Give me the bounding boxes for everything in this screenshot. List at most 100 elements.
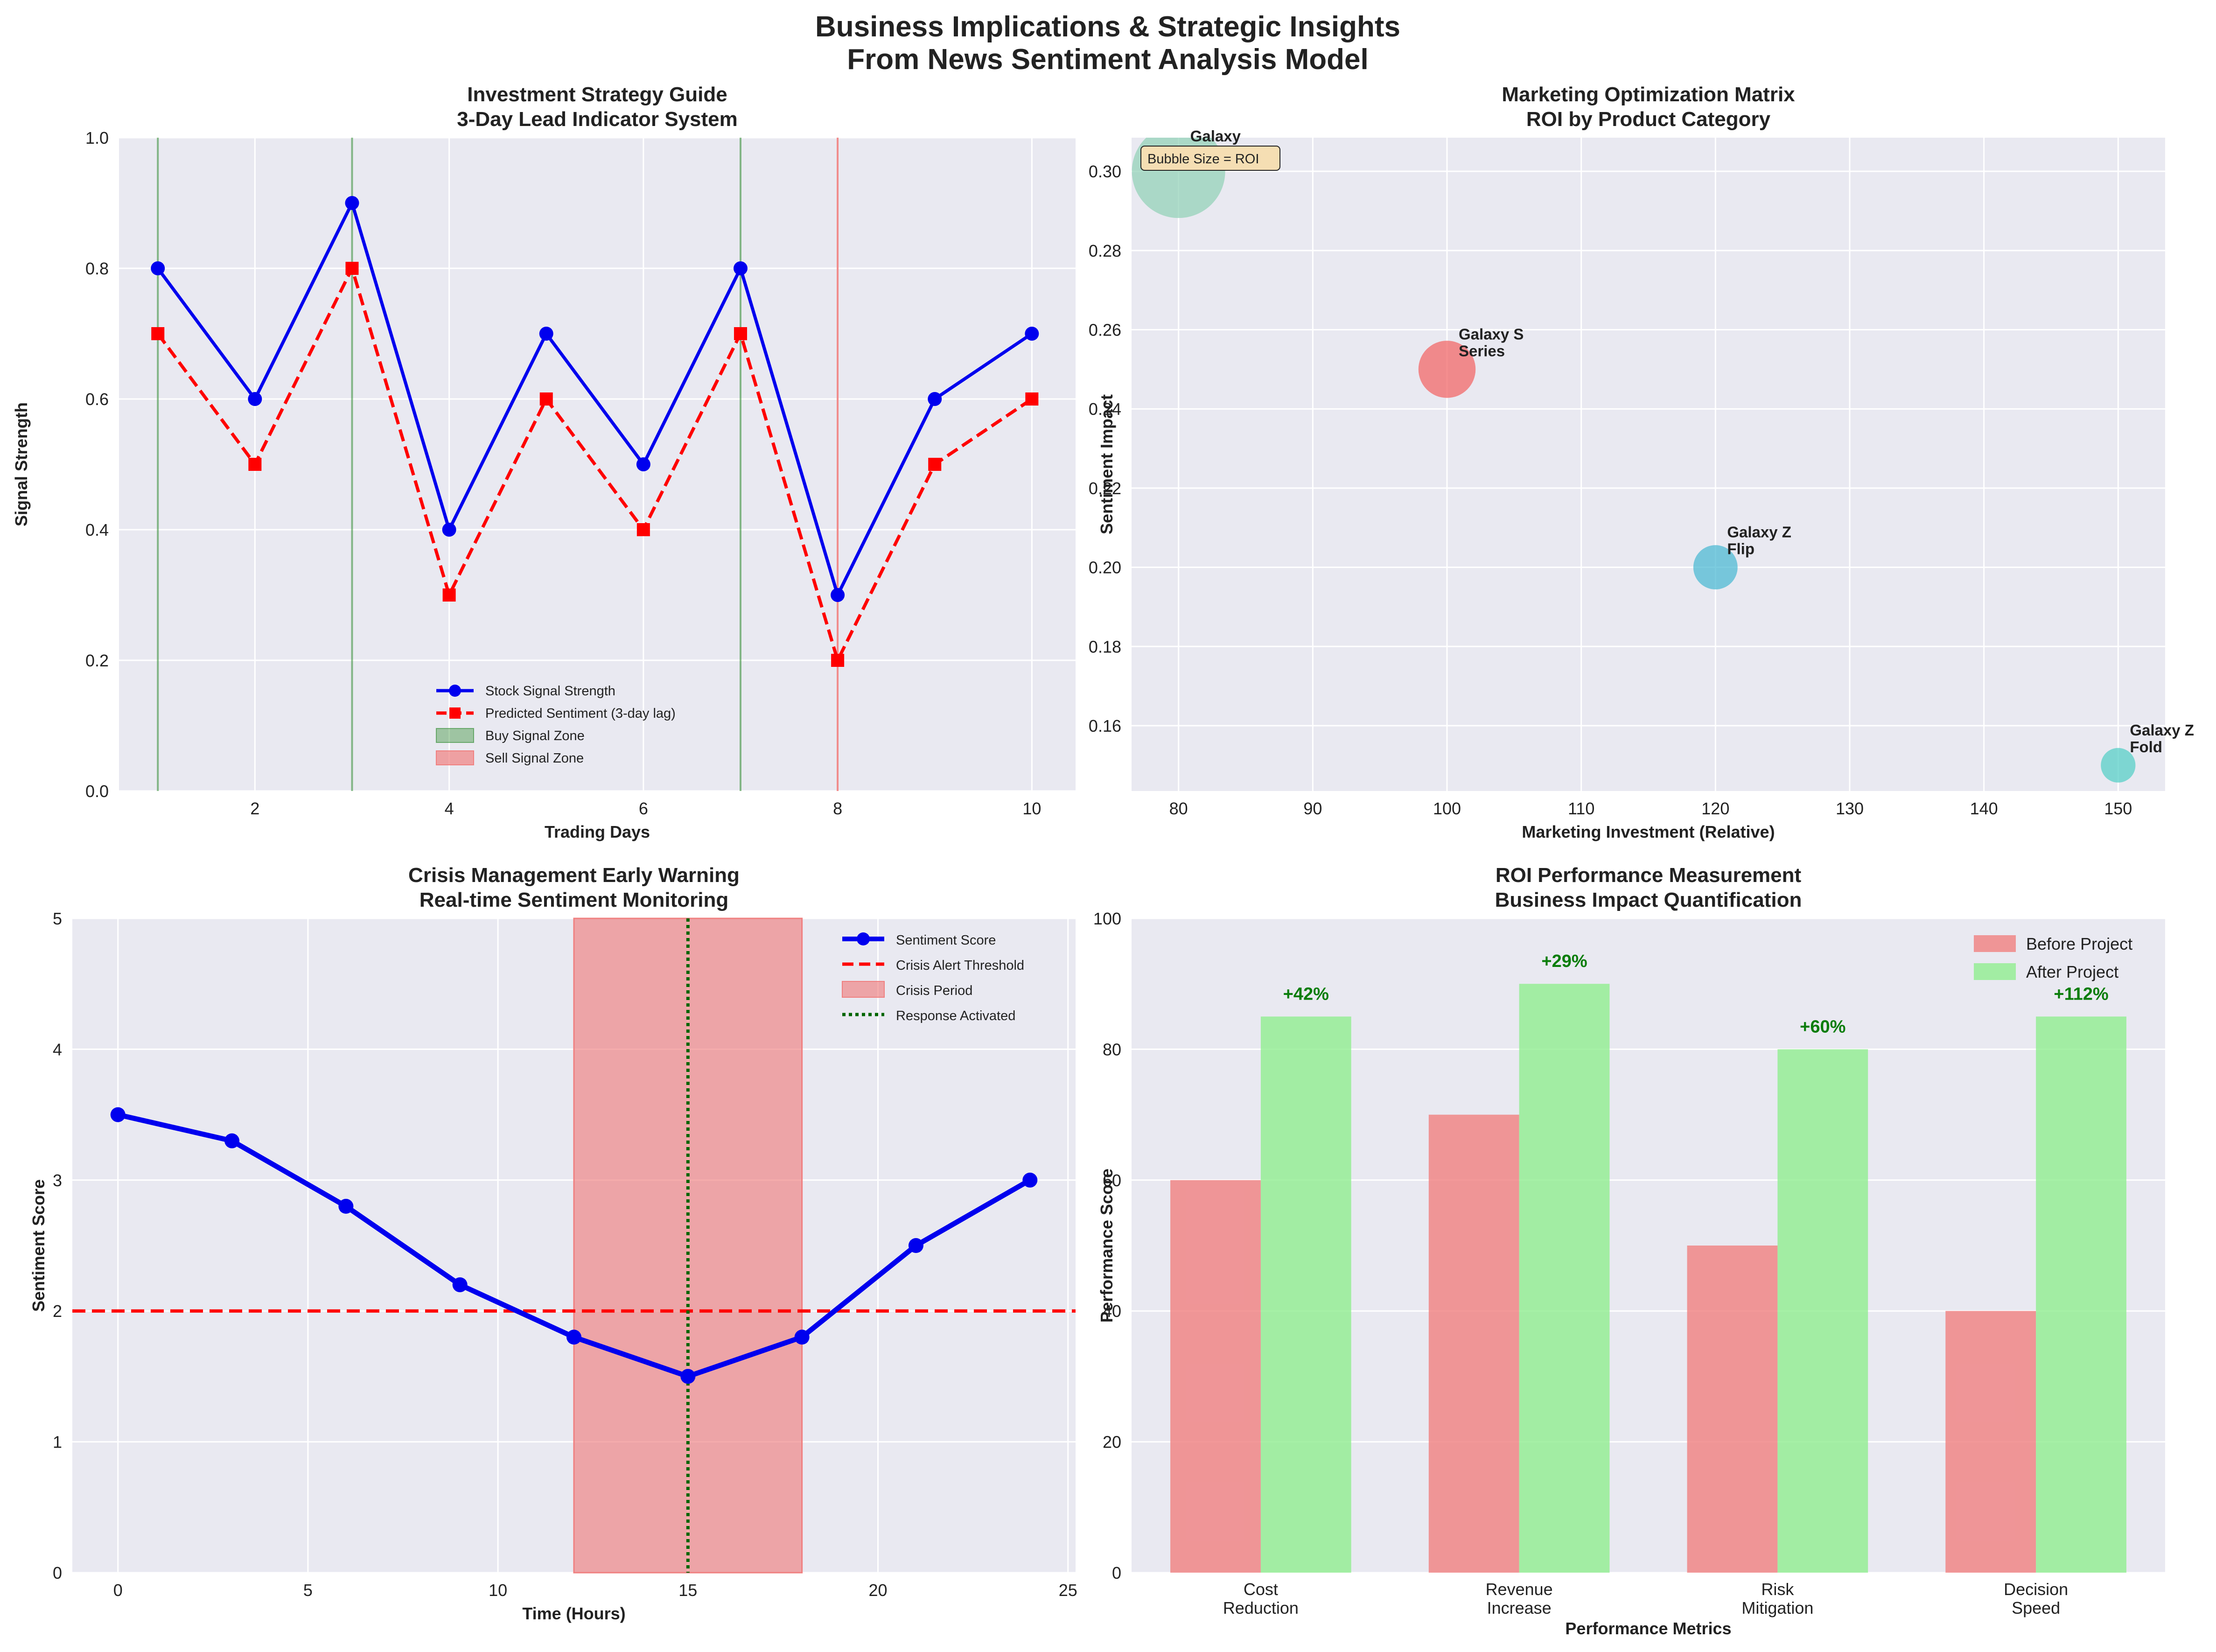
legend-after-swatch xyxy=(1974,963,2016,980)
roi-title-line-2: Business Impact Quantification xyxy=(1495,889,1802,911)
legend-response-label: Response Activated xyxy=(896,1008,1015,1023)
sentiment-score-point xyxy=(338,1198,354,1214)
bubble-label: Series xyxy=(1459,342,1505,359)
marketing-title-line-2: ROI by Product Category xyxy=(1526,108,1771,131)
crisis-title-line-1: Crisis Management Early Warning xyxy=(408,864,740,887)
investment-y-tick-label: 1.0 xyxy=(85,128,109,147)
bubble-label: Flip xyxy=(1727,540,1755,558)
investment-x-axis-label: Trading Days xyxy=(545,822,650,841)
marketing-x-axis-label: Marketing Investment (Relative) xyxy=(1522,822,1775,841)
legend-before-label: Before Project xyxy=(2026,934,2132,953)
stock-signal-point xyxy=(248,392,262,406)
crisis-y-tick-label: 0 xyxy=(53,1563,62,1582)
roi-x-axis-label: Performance Metrics xyxy=(1565,1619,1731,1638)
marketing-y-axis-label: Sentiment Impact xyxy=(1097,394,1116,534)
sentiment-score-point xyxy=(566,1330,581,1345)
predicted-sentiment-point xyxy=(1025,392,1039,406)
before-bar xyxy=(1428,1114,1519,1573)
legend-sell-zone-swatch xyxy=(436,750,474,765)
investment-plot-area xyxy=(119,138,1076,791)
marketing-x-tick-label: 120 xyxy=(1701,799,1729,818)
category-label: Risk xyxy=(1761,1580,1794,1599)
investment-x-tick-label: 4 xyxy=(445,799,454,818)
legend-predicted-label: Predicted Sentiment (3-day lag) xyxy=(485,706,676,721)
crisis-y-tick-label: 3 xyxy=(53,1171,62,1190)
crisis-y-axis-label: Sentiment Score xyxy=(29,1179,48,1312)
investment-y-tick-label: 0.6 xyxy=(85,390,109,409)
bubble-label: Galaxy Z xyxy=(1727,524,1791,541)
stock-signal-point xyxy=(1025,327,1039,341)
crisis-x-axis-label: Time (Hours) xyxy=(522,1604,625,1623)
bubble-label: Galaxy S xyxy=(1459,325,1524,343)
sentiment-score-point xyxy=(110,1107,126,1122)
roi-y-tick-label: 20 xyxy=(1103,1433,1121,1452)
stock-signal-point xyxy=(831,588,845,602)
predicted-sentiment-point xyxy=(636,523,650,536)
crisis-y-tick-label: 4 xyxy=(53,1040,62,1059)
investment-title-line-2: 3-Day Lead Indicator System xyxy=(457,108,738,131)
roi-y-axis-label: Performance Score xyxy=(1097,1169,1116,1323)
marketing-x-tick-label: 110 xyxy=(1568,799,1594,818)
roi-y-tick-label: 0 xyxy=(1112,1563,1121,1582)
stock-signal-point xyxy=(733,261,748,275)
marketing-y-tick-label: 0.20 xyxy=(1089,558,1121,577)
suptitle-line-1: Business Implications & Strategic Insigh… xyxy=(815,11,1400,43)
crisis-x-tick-label: 15 xyxy=(678,1581,697,1600)
improvement-label: +42% xyxy=(1283,984,1329,1004)
legend-sentiment-marker xyxy=(857,932,870,945)
investment-y-tick-label: 0.2 xyxy=(85,651,109,670)
crisis-y-tick-label: 1 xyxy=(53,1433,62,1452)
legend-stock-label: Stock Signal Strength xyxy=(485,684,615,699)
marketing-y-tick-label: 0.26 xyxy=(1089,321,1121,340)
before-bar xyxy=(1945,1311,2036,1573)
before-bar xyxy=(1170,1180,1261,1573)
category-label: Speed xyxy=(2012,1598,2060,1617)
sentiment-score-point xyxy=(1022,1172,1038,1188)
marketing-x-tick-label: 130 xyxy=(1836,799,1864,818)
improvement-label: +60% xyxy=(1800,1017,1846,1036)
crisis-x-tick-label: 10 xyxy=(489,1581,507,1600)
marketing-plot-area xyxy=(1132,138,2165,791)
marketing-y-tick-label: 0.28 xyxy=(1089,241,1121,260)
predicted-sentiment-point xyxy=(831,654,845,667)
roi-y-tick-label: 100 xyxy=(1093,909,1121,928)
roi-annotation-box xyxy=(1140,146,1280,171)
predicted-sentiment-point xyxy=(539,392,553,406)
bubble-label: Fold xyxy=(2130,738,2162,756)
category-label: Revenue xyxy=(1486,1580,1553,1599)
bubble-galaxy-s-series xyxy=(1418,341,1476,398)
legend-sentiment-label: Sentiment Score xyxy=(896,933,996,948)
investment-y-axis-label: Signal Strength xyxy=(12,402,31,526)
investment-y-tick-label: 0.8 xyxy=(85,259,109,278)
sentiment-score-point xyxy=(794,1330,810,1345)
legend-before-swatch xyxy=(1974,935,2016,952)
marketing-y-tick-label: 0.16 xyxy=(1089,716,1121,735)
bubble-label: Galaxy Z xyxy=(2130,721,2194,739)
roi-annotation-text: Bubble Size = ROI xyxy=(1147,152,1259,167)
category-label: Reduction xyxy=(1223,1598,1299,1617)
crisis-y-tick-label: 2 xyxy=(53,1302,62,1321)
investment-y-tick-label: 0.4 xyxy=(85,520,109,539)
crisis-x-tick-label: 0 xyxy=(113,1581,123,1600)
marketing-y-tick-label: 0.18 xyxy=(1089,637,1121,656)
roi-y-tick-label: 80 xyxy=(1103,1040,1121,1059)
predicted-sentiment-line xyxy=(156,264,1033,665)
marketing-x-tick-label: 100 xyxy=(1433,799,1461,818)
investment-x-tick-label: 2 xyxy=(250,799,259,818)
roi-y-tick-label: 40 xyxy=(1103,1302,1121,1321)
predicted-sentiment-point xyxy=(248,458,262,471)
roi-title-line-1: ROI Performance Measurement xyxy=(1496,864,1802,887)
crisis-x-tick-label: 5 xyxy=(303,1581,313,1600)
sentiment-score-point xyxy=(680,1369,696,1384)
investment-x-tick-label: 8 xyxy=(833,799,842,818)
legend-crisis-period-swatch xyxy=(842,981,885,998)
legend-predicted-marker xyxy=(449,707,461,719)
legend-threshold-label: Crisis Alert Threshold xyxy=(896,958,1024,973)
predicted-sentiment-point xyxy=(151,327,165,340)
category-label: Cost xyxy=(1244,1580,1278,1599)
legend-crisis-period-label: Crisis Period xyxy=(896,983,972,998)
legend-buy-zone-label: Buy Signal Zone xyxy=(485,728,585,743)
after-bar xyxy=(1260,1016,1351,1573)
